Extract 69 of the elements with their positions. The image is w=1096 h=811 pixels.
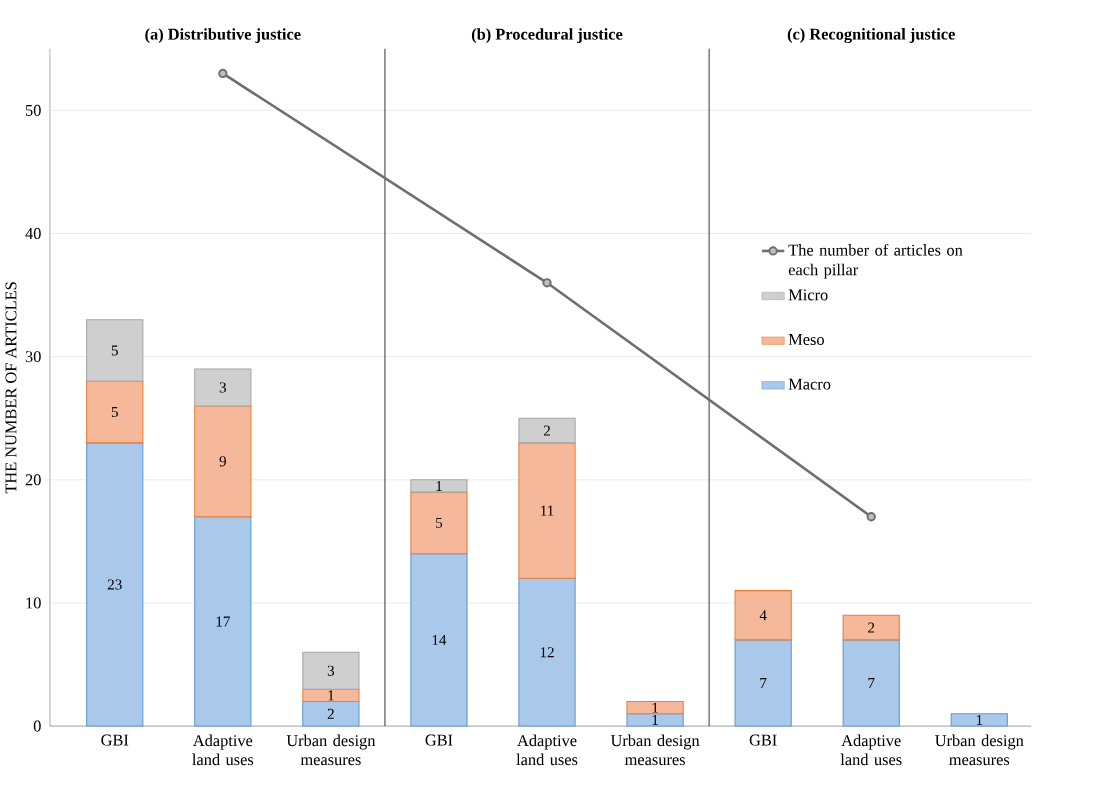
point <box>218 68 228 79</box>
x-tick-label: GBI <box>101 734 129 746</box>
data-label: 1 <box>436 481 442 492</box>
legend-label: Meso <box>788 334 824 346</box>
bar <box>626 701 684 715</box>
bar <box>626 713 684 727</box>
data-label: 1 <box>652 702 658 713</box>
data-label: 3 <box>219 382 226 393</box>
bar <box>518 442 576 580</box>
bar <box>86 442 144 727</box>
y-axis-title: THE NUMBER OF ARTICLES <box>5 282 17 494</box>
data-label: 2 <box>327 709 334 719</box>
text: (a) Distributive justice <box>145 28 301 44</box>
x-tick-label: GBI <box>749 734 777 746</box>
bar <box>842 614 900 641</box>
y-tick-label: 30 <box>25 351 41 363</box>
data-label: 2 <box>868 622 875 633</box>
data-label: 5 <box>111 407 118 418</box>
bar <box>410 553 468 727</box>
bar <box>194 405 252 518</box>
data-label: 5 <box>436 518 443 529</box>
data-label: 23 <box>107 579 122 590</box>
bar <box>410 479 468 493</box>
legend-label: The number of articles on each pillar <box>788 244 963 279</box>
y-tick-label: 10 <box>26 597 41 609</box>
data-label: 11 <box>541 505 554 516</box>
x-tick-label: Urban design measures <box>610 734 700 766</box>
bar <box>86 380 144 444</box>
bar <box>518 417 576 444</box>
x-tick-label: Adaptive land uses <box>192 734 254 766</box>
data-label: 17 <box>216 616 230 627</box>
x-tick-label: Adaptive land uses <box>840 734 902 766</box>
data-label: 12 <box>540 647 554 658</box>
y-tick-label: 0 <box>33 720 41 732</box>
bar <box>86 319 144 383</box>
bar <box>410 491 468 555</box>
y-tick-label: 20 <box>25 474 41 486</box>
bar <box>302 651 360 690</box>
bar <box>194 516 252 727</box>
bar <box>194 368 252 407</box>
y-tick-label: 40 <box>25 228 41 240</box>
x-tick-label: Adaptive land uses <box>516 734 578 766</box>
bar <box>734 590 792 641</box>
data-label: 14 <box>432 635 447 646</box>
data-label: 3 <box>327 665 335 676</box>
bar <box>518 577 576 727</box>
y-tick-label: 50 <box>25 105 41 117</box>
x-tick-label: Urban design measures <box>286 734 376 766</box>
legend-label: Micro <box>788 289 828 301</box>
bar <box>950 713 1008 727</box>
x-tick-label: GBI <box>425 734 453 746</box>
point <box>542 278 552 288</box>
data-label: 7 <box>868 678 875 689</box>
text: (c) Recognitional justice <box>787 28 955 44</box>
bar <box>302 701 360 727</box>
data-label: 1 <box>328 690 334 701</box>
legend-label: Macro <box>788 378 831 390</box>
data-label: 9 <box>219 456 226 467</box>
bar <box>842 639 900 727</box>
data-label: 7 <box>760 678 767 689</box>
bar <box>734 639 792 727</box>
text: (b) Procedural justice <box>471 28 623 44</box>
data-label: 4 <box>759 610 767 621</box>
data-label: 2 <box>543 425 550 436</box>
point <box>866 512 876 522</box>
data-label: 5 <box>111 345 118 356</box>
x-tick-label: Urban design measures <box>935 734 1024 766</box>
data-label: 1 <box>976 715 983 726</box>
data-label: 1 <box>652 715 658 726</box>
